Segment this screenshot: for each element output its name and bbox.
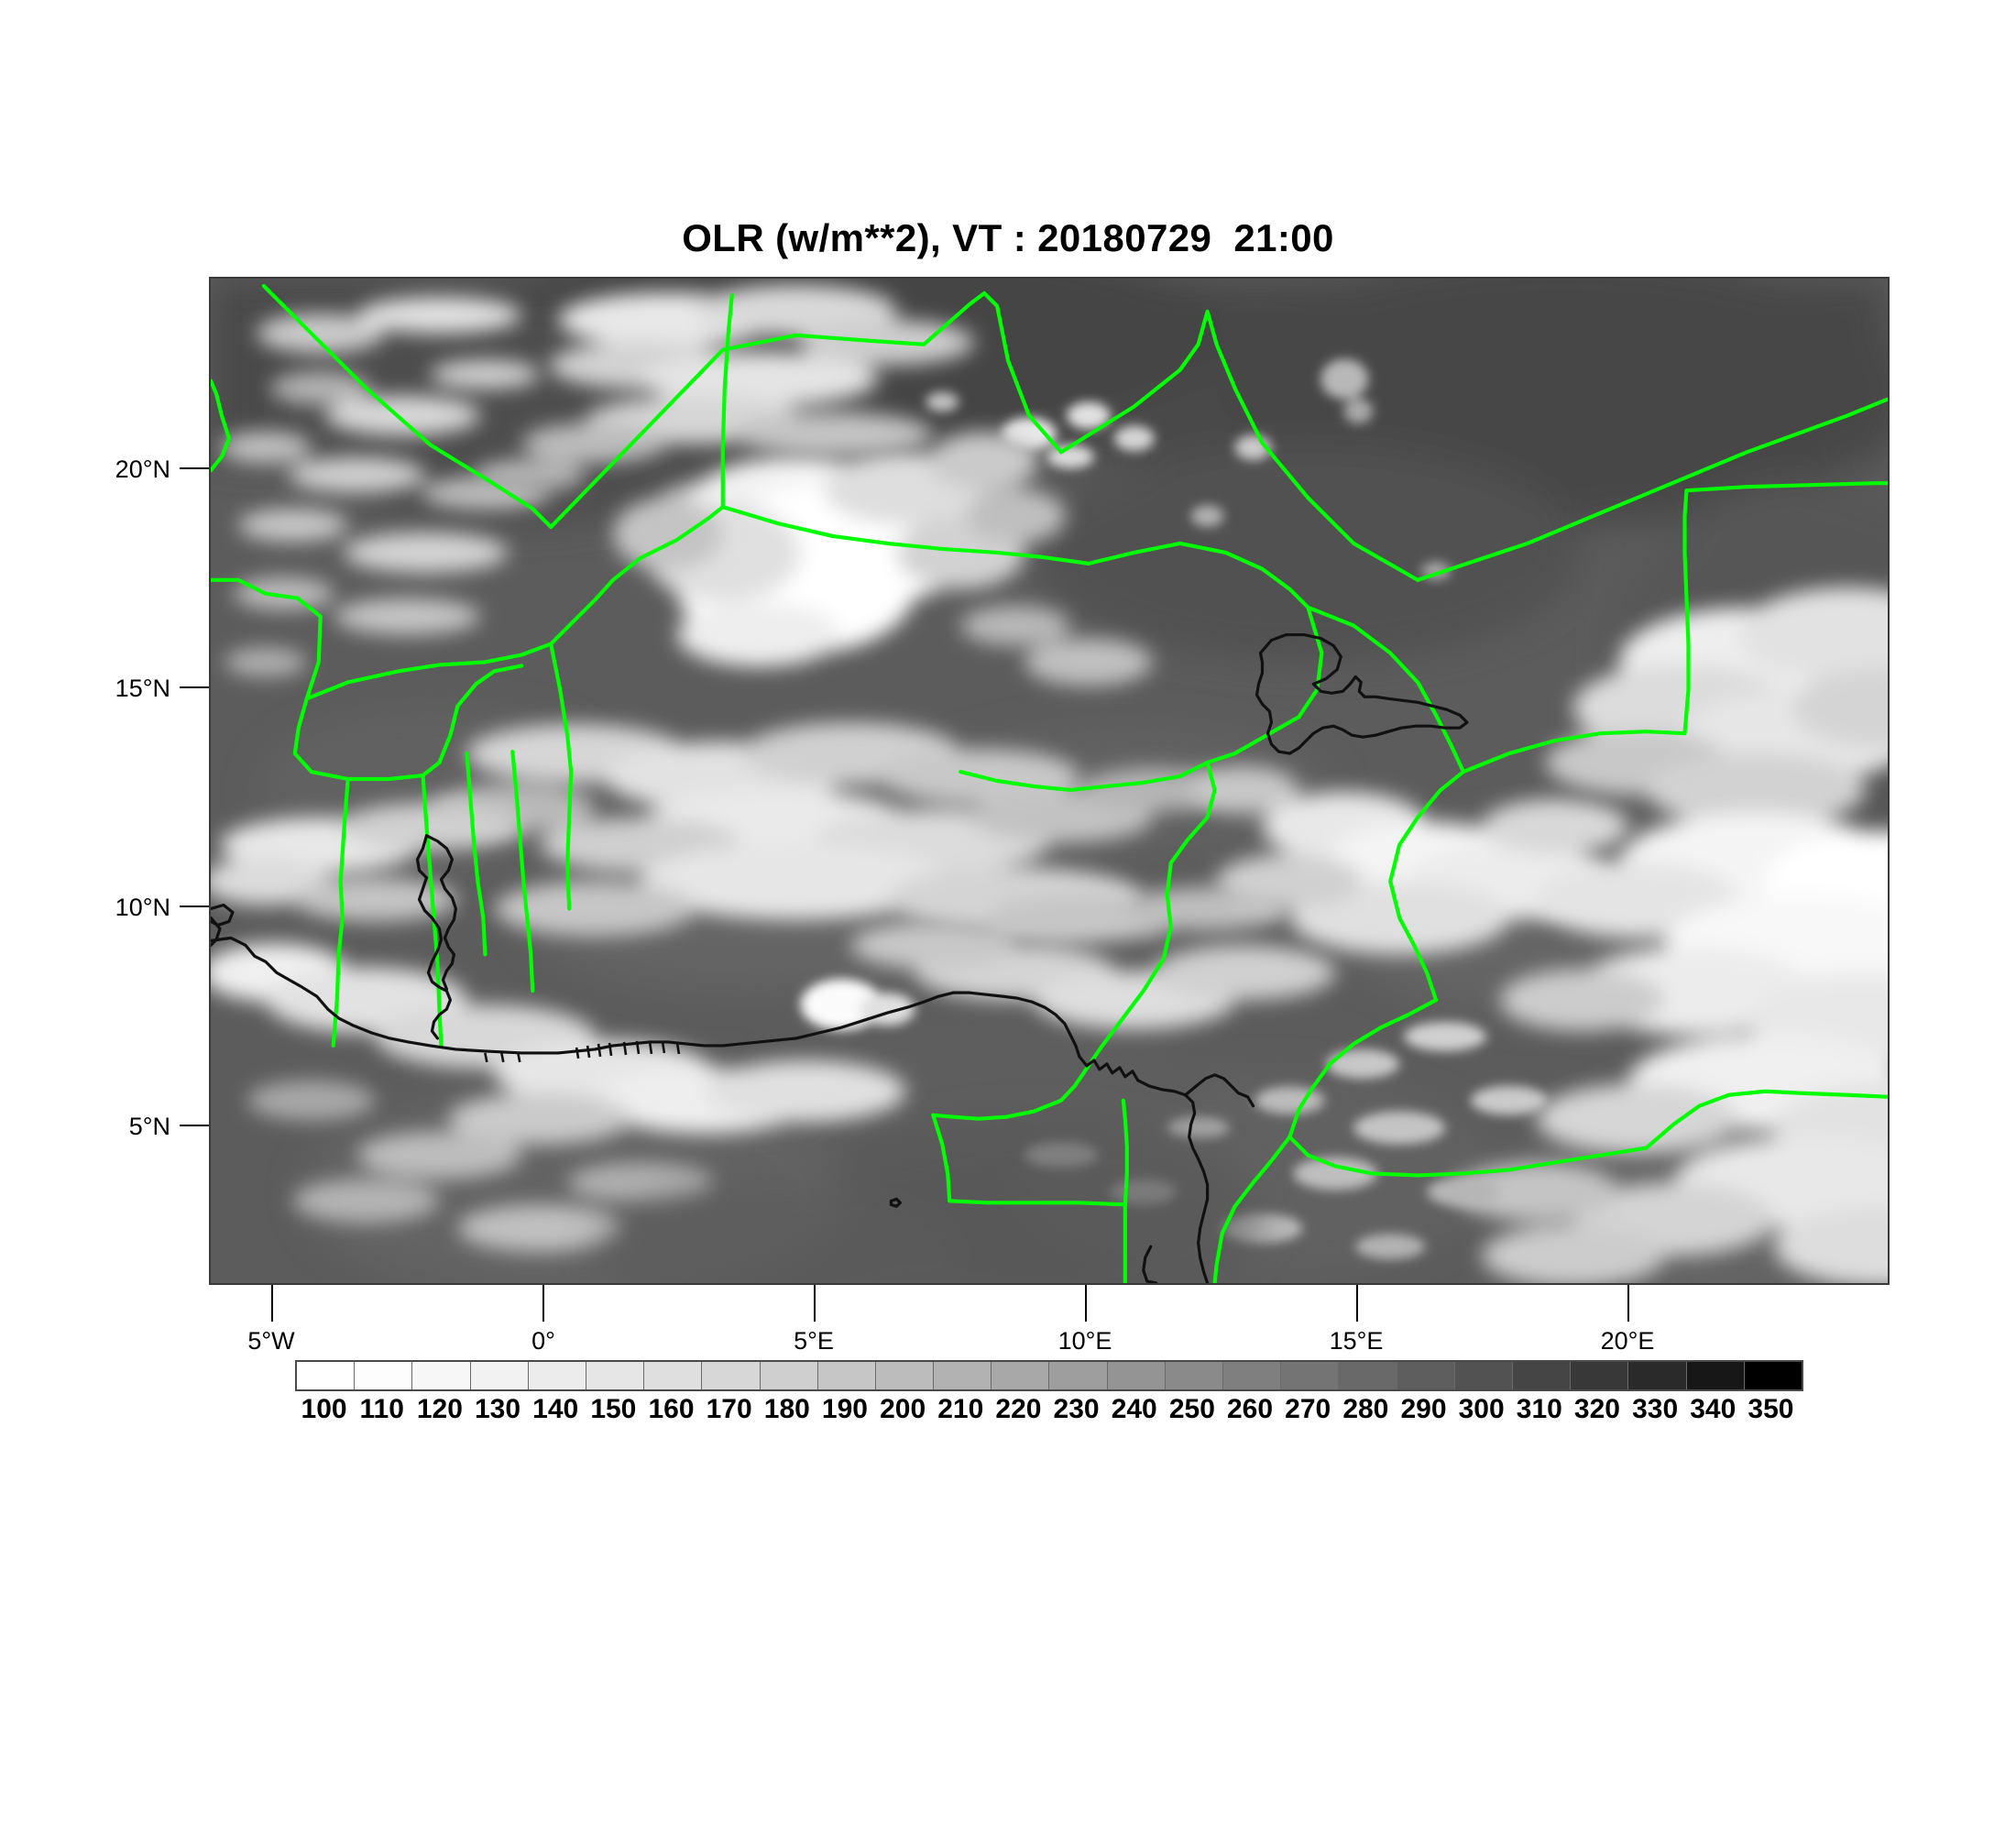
xtick-label-5e: 5°E [794,1327,834,1355]
colorbar-swatch [1049,1362,1108,1389]
colorbar-swatch [470,1362,529,1389]
colorbar-tick-label: 310 [1516,1394,1562,1424]
colorbar-swatch [1744,1362,1802,1389]
colorbar[interactable] [295,1360,1803,1391]
ytick-line-10n [180,906,211,907]
colorbar-tick-label: 240 [1111,1394,1157,1424]
xtick-label-0: 0° [531,1327,555,1355]
colorbar-tick-label: 270 [1285,1394,1331,1424]
page-title: OLR (w/m**2), VT : 20180729 21:00 [682,216,1334,259]
colorbar-tick-label: 260 [1227,1394,1274,1424]
colorbar-swatch [875,1362,935,1389]
colorbar-tick-label: 120 [416,1394,463,1424]
colorbar-tick-label: 210 [937,1394,984,1424]
olr-map-panel[interactable] [209,277,1890,1285]
colorbar-tick-label: 100 [301,1394,347,1424]
colorbar-swatch [817,1362,876,1389]
colorbar-tick-label: 160 [648,1394,695,1424]
colorbar-tick-label: 190 [821,1394,868,1424]
xtick-line-5e [814,1285,816,1322]
colorbar-tick-label: 340 [1690,1394,1737,1424]
colorbar-swatch [1223,1362,1282,1389]
colorbar-swatch [992,1362,1050,1389]
colorbar-swatch [1512,1362,1572,1389]
colorbar-swatch [1571,1362,1629,1389]
colorbar-swatch [760,1362,818,1389]
xtick-label-20e: 20°E [1600,1327,1655,1355]
xtick-line-20e [1627,1285,1629,1322]
ytick-label-20n: 20°N [115,456,170,483]
xtick-line-0 [542,1285,544,1322]
ytick-label-15n: 15°N [115,675,170,702]
colorbar-tick-label: 130 [475,1394,521,1424]
colorbar-swatch [412,1362,471,1389]
cloud-car-sudan [1454,587,1888,1283]
xtick-line-15e [1356,1285,1358,1322]
colorbar-swatch [1165,1362,1223,1389]
colorbar-swatch [1686,1362,1745,1389]
colorbar-tick-label: 290 [1400,1394,1447,1424]
colorbar-tick-label: 250 [1168,1394,1215,1424]
coastal-lagoons [484,1040,681,1063]
colorbar-swatch [1107,1362,1166,1389]
colorbar-swatch [644,1362,703,1389]
colorbar-swatch [702,1362,761,1389]
colorbar-tick-label: 230 [1053,1394,1100,1424]
colorbar-swatch [1339,1362,1397,1389]
colorbar-tick-label: 320 [1573,1394,1620,1424]
olr-raster [211,279,1888,1283]
ytick-line-15n [180,686,211,688]
colorbar-swatch [934,1362,992,1389]
colorbar-swatch [528,1362,586,1389]
colorbar-tick-label: 350 [1748,1394,1794,1424]
ytick-line-20n [180,467,211,469]
xtick-label-10e: 10°E [1057,1327,1112,1355]
colorbar-swatch [297,1362,356,1389]
ytick-label-10n: 10°N [115,894,170,921]
cloud-main-mcs [613,432,1066,667]
colorbar-swatch [1281,1362,1340,1389]
xtick-line-10e [1085,1285,1087,1322]
colorbar-tick-label: 330 [1632,1394,1679,1424]
ytick-label-5n: 5°N [128,1113,170,1140]
xtick-line-5w [271,1285,273,1322]
colorbar-swatch [1454,1362,1513,1389]
colorbar-tick-label: 220 [995,1394,1042,1424]
colorbar-swatch [355,1362,413,1389]
colorbar-tick-label: 150 [590,1394,637,1424]
cloud-chad [960,605,1628,955]
colorbar-swatch [586,1362,645,1389]
colorbar-tick-label: 280 [1342,1394,1389,1424]
colorbar-tick-label: 170 [706,1394,752,1424]
colorbar-swatch [1628,1362,1687,1389]
xtick-label-5w: 5°W [247,1327,295,1355]
colorbar-tick-label: 110 [359,1394,404,1424]
xtick-label-15e: 15°E [1329,1327,1384,1355]
ytick-line-5n [180,1125,211,1126]
cloud-nw-sahara [219,296,550,677]
colorbar-tick-label: 200 [880,1394,926,1424]
colorbar-tick-label: 180 [763,1394,810,1424]
colorbar-swatch [1397,1362,1455,1389]
colorbar-tick-labels: 100 110 120 130 140 150 160 170 180 190 200 210 220 2… [295,1394,1803,1432]
colorbar-tick-label: 140 [532,1394,579,1424]
country-borders [211,283,1888,1283]
colorbar-tick-label: 300 [1458,1394,1505,1424]
